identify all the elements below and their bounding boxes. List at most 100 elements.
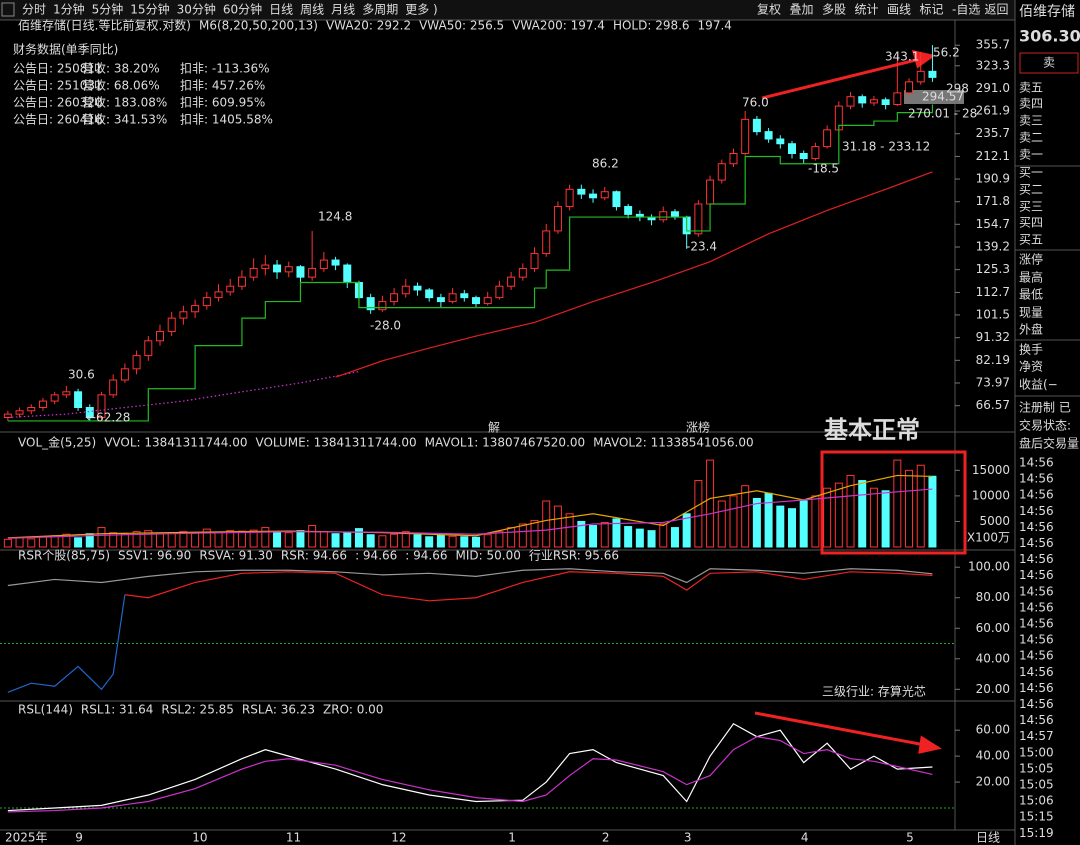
y-tick-label: 60.00 (976, 723, 1010, 737)
y-tick-label: 40.00 (976, 749, 1010, 763)
toolbar-action[interactable]: 画线 (887, 3, 911, 17)
y-tick-label: 82.19 (976, 353, 1010, 367)
volume-bar (553, 505, 562, 548)
period-tab[interactable]: 5分钟 (92, 2, 124, 17)
trade-time: 14:56 (1019, 552, 1054, 566)
x-tick-label: 9 (75, 831, 83, 845)
period-tab[interactable]: 60分钟 (223, 2, 262, 17)
y-tick-label: 139.2 (976, 239, 1010, 253)
volume-bar (507, 527, 516, 548)
sell-button[interactable]: 卖 (1043, 56, 1055, 70)
volume-bar (869, 487, 878, 548)
volume-bar (635, 528, 644, 548)
period-tab[interactable]: 更多 ) (405, 3, 438, 17)
y-tick-label: 101.5 (976, 307, 1010, 321)
candle-body (413, 285, 422, 291)
legend-item: VOLUME: 13841311744.00 (255, 436, 416, 450)
period-tab[interactable]: 周线 (300, 3, 324, 17)
x-tick-label: 3 (684, 831, 692, 845)
bottom-tab[interactable]: 日线 (976, 831, 1000, 845)
volume-bar (741, 485, 750, 548)
volume-bar (600, 521, 609, 548)
trade-time: 14:56 (1019, 488, 1054, 502)
order-book-label: 卖四 (1019, 97, 1043, 111)
legend-item: RSVA: 91.30 (199, 549, 273, 563)
candle-body (928, 70, 937, 78)
line (7, 722, 933, 812)
volume-bar (319, 531, 328, 548)
candle-body (132, 355, 141, 370)
annotation: 三级行业: 存算光芯 (822, 684, 926, 699)
annotation: 30.6 (68, 368, 95, 382)
info-label: 盘后交易量 (1019, 436, 1079, 451)
volume-bar (788, 508, 796, 548)
candle-body (869, 99, 878, 104)
toolbar-action[interactable]: 统计 (855, 3, 879, 17)
period-tab[interactable]: 多周期 (362, 3, 398, 17)
line (7, 488, 933, 539)
period-tab[interactable]: 15分钟 (130, 2, 169, 17)
candle-body (694, 203, 703, 235)
candle-body (167, 317, 176, 332)
line (7, 370, 360, 419)
line (335, 171, 933, 378)
volume-bar (542, 500, 551, 548)
volume-bar (577, 520, 586, 548)
volume-bar (612, 518, 621, 548)
toolbar-action[interactable]: 多股 (822, 3, 846, 17)
toolbar-action[interactable]: 复权 (757, 3, 781, 17)
volume-bar (905, 469, 914, 548)
arrow (761, 57, 921, 100)
trade-time: 14:56 (1019, 649, 1054, 663)
legend-item: RSR: 94.66 (281, 549, 347, 563)
order-book-label: 卖二 (1019, 131, 1043, 145)
volume-bar (916, 464, 925, 548)
candle-body (764, 131, 773, 140)
candle-body (600, 191, 609, 199)
candle-body (858, 96, 867, 104)
period-tab[interactable]: 日线 (269, 3, 293, 17)
candle-body (706, 179, 715, 205)
trade-time: 14:56 (1019, 568, 1054, 582)
order-book-label: 卖一 (1019, 148, 1043, 162)
y-tick-label: 80.00 (976, 590, 1010, 604)
candle-body (788, 143, 796, 154)
legend-item: VVOL: 13841311744.00 (104, 436, 247, 450)
period-tab[interactable]: 分时 (22, 3, 46, 17)
highlight-box (820, 450, 967, 555)
volume-bar (144, 530, 153, 548)
toolbar-action[interactable]: 叠加 (790, 3, 814, 17)
toolbar-action[interactable]: 标记 (920, 3, 944, 17)
toolbar-action[interactable]: 返回 (985, 3, 1009, 17)
period-tab[interactable]: 月线 (331, 3, 355, 17)
volume-bar (191, 532, 200, 548)
candle-body (823, 129, 832, 148)
order-book-label: 买三 (1019, 200, 1043, 214)
candle-body (366, 297, 375, 311)
trade-time: 14:56 (1019, 472, 1054, 486)
period-tab[interactable]: 30分钟 (177, 2, 216, 17)
annotation: 涨榜 (686, 420, 710, 435)
volume-bar (694, 480, 703, 548)
trade-time: 14:56 (1019, 681, 1054, 695)
candle-body (226, 285, 235, 293)
candle-body (565, 188, 574, 208)
financials-cell: 营收: 38.20% (82, 62, 160, 76)
candle-body (624, 206, 633, 215)
legend-item: 行业RSR: 95.66 (529, 549, 619, 563)
sell-button-box[interactable] (1019, 52, 1079, 74)
line (7, 474, 933, 539)
candle-body (472, 297, 480, 305)
stat-label: 最高 (1019, 270, 1043, 285)
y-tick-label: 291.0 (976, 81, 1010, 95)
volume-bar (799, 500, 808, 548)
toolbar-action[interactable]: -自选 (952, 3, 980, 17)
period-tab[interactable]: 1分钟 (53, 2, 85, 17)
candle-body (38, 400, 47, 409)
y-tick-label: 355.7 (976, 38, 1010, 52)
trade-time: 14:56 (1019, 633, 1054, 647)
legend-item: VWA200: 197.4 (512, 19, 605, 33)
volume-bar (858, 480, 867, 548)
stat-label: 换手 (1019, 343, 1043, 357)
